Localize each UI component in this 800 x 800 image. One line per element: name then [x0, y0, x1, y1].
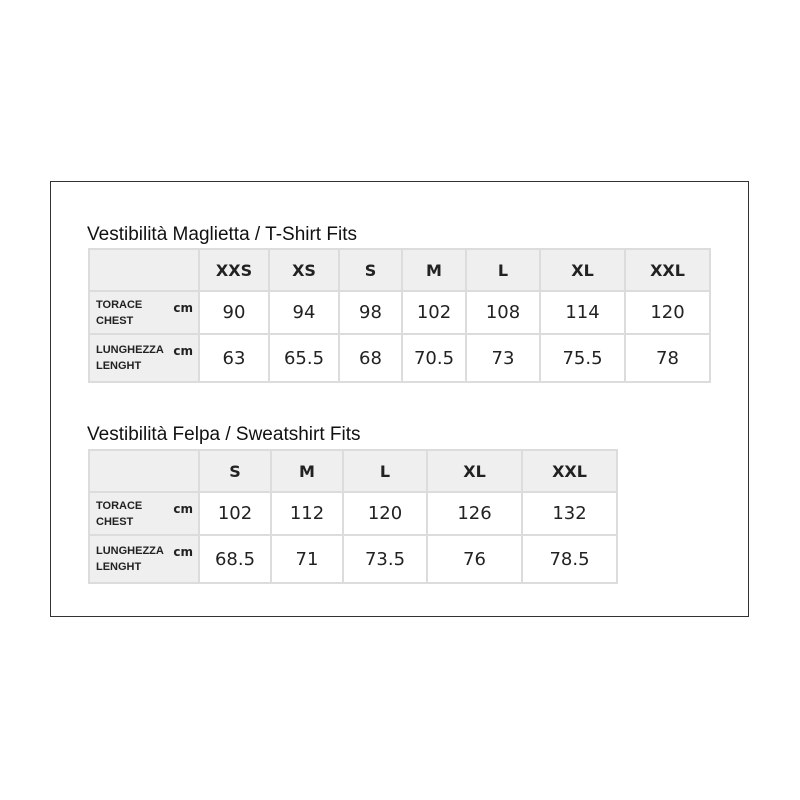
row-label-cell: LUNGHEZZA LENGHT cm — [88, 534, 200, 584]
value-cell: 114 — [539, 290, 626, 335]
row-label-cell: LUNGHEZZA LENGHT cm — [88, 333, 200, 383]
value-cell: 63 — [198, 333, 270, 383]
label-italian: LUNGHEZZA — [96, 545, 164, 557]
size-header: XXL — [521, 449, 618, 493]
value-cell: 102 — [198, 491, 272, 536]
header-row: XXS XS S M L XL XXL — [88, 248, 711, 292]
label-italian: TORACE — [96, 298, 143, 311]
value-cell: 78 — [624, 333, 711, 383]
unit-label: cm — [173, 502, 193, 516]
value-cell: 90 — [198, 290, 270, 335]
header-corner-cell — [88, 248, 200, 292]
value-cell: 108 — [465, 290, 541, 335]
size-header: XL — [426, 449, 523, 493]
value-cell: 132 — [521, 491, 618, 536]
value-cell: 98 — [338, 290, 403, 335]
size-header: L — [342, 449, 428, 493]
value-cell: 126 — [426, 491, 523, 536]
measurement-row: TORACE CHEST cm 90 94 98 102 108 114 120 — [88, 290, 711, 335]
measurement-row: LUNGHEZZA LENGHT cm 68.5 71 73.5 76 78.5 — [88, 534, 618, 584]
value-cell: 78.5 — [521, 534, 618, 584]
sweatshirt-fits-title: Vestibilità Felpa / Sweatshirt Fits — [87, 424, 361, 445]
unit-label: cm — [173, 301, 193, 315]
size-header: L — [465, 248, 541, 292]
value-cell: 120 — [342, 491, 428, 536]
value-cell: 73.5 — [342, 534, 428, 584]
label-english: CHEST — [96, 314, 134, 327]
measurement-row: LUNGHEZZA LENGHT cm 63 65.5 68 70.5 73 75.5 78 — [88, 333, 711, 383]
size-header: S — [198, 449, 272, 493]
header-corner-cell — [88, 449, 200, 493]
sweatshirt-size-table: S M L XL XXL TORACE CHEST cm 102 112 120 126 132 LUNG… — [88, 449, 618, 584]
label-english: CHEST — [96, 515, 134, 528]
label-italian: LUNGHEZZA — [96, 344, 164, 356]
value-cell: 76 — [426, 534, 523, 584]
size-header: XS — [268, 248, 340, 292]
label-english: LENGHT — [96, 360, 142, 372]
row-label-cell: TORACE CHEST cm — [88, 491, 200, 536]
size-header: XL — [539, 248, 626, 292]
unit-label: cm — [173, 545, 193, 559]
value-cell: 65.5 — [268, 333, 340, 383]
size-chart-frame — [50, 181, 749, 617]
size-header: M — [270, 449, 344, 493]
size-header: XXL — [624, 248, 711, 292]
value-cell: 112 — [270, 491, 344, 536]
unit-label: cm — [173, 344, 193, 358]
size-header: S — [338, 248, 403, 292]
label-english: LENGHT — [96, 561, 142, 573]
value-cell: 71 — [270, 534, 344, 584]
value-cell: 70.5 — [401, 333, 467, 383]
tshirt-fits-title: Vestibilità Maglietta / T-Shirt Fits — [87, 224, 357, 245]
value-cell: 68.5 — [198, 534, 272, 584]
value-cell: 73 — [465, 333, 541, 383]
value-cell: 102 — [401, 290, 467, 335]
header-row: S M L XL XXL — [88, 449, 618, 493]
row-label-cell: TORACE CHEST cm — [88, 290, 200, 335]
size-header: XXS — [198, 248, 270, 292]
value-cell: 68 — [338, 333, 403, 383]
label-italian: TORACE — [96, 499, 143, 512]
value-cell: 94 — [268, 290, 340, 335]
measurement-row: TORACE CHEST cm 102 112 120 126 132 — [88, 491, 618, 536]
value-cell: 75.5 — [539, 333, 626, 383]
value-cell: 120 — [624, 290, 711, 335]
size-header: M — [401, 248, 467, 292]
tshirt-size-table: XXS XS S M L XL XXL TORACE CHEST cm 90 94 98 102 108 11… — [88, 248, 711, 383]
